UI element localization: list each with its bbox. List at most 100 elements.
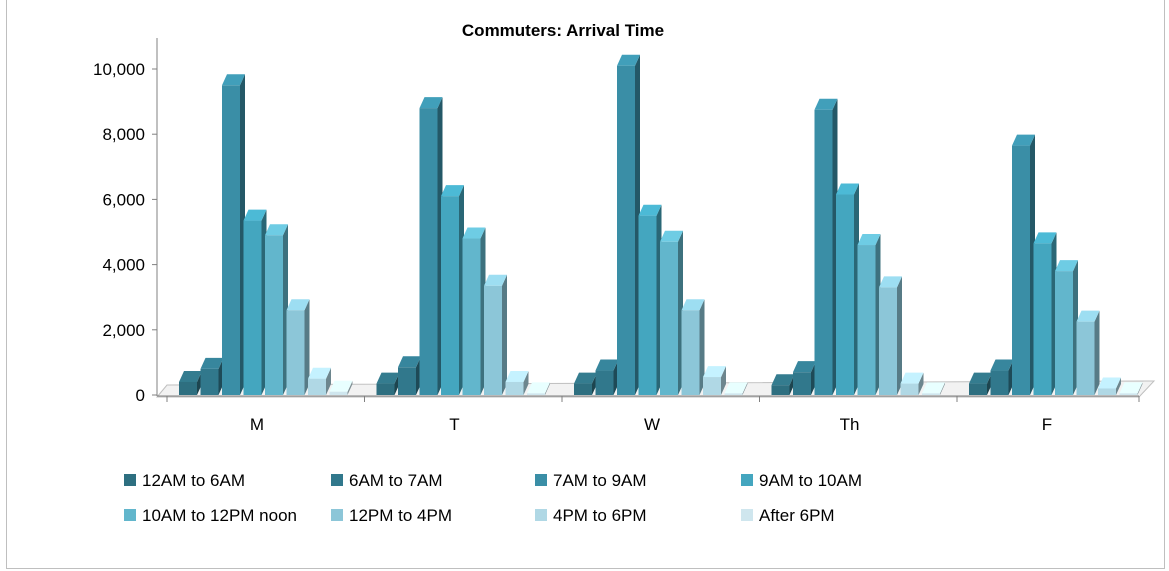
legend-label: 10AM to 12PM noon — [142, 506, 297, 525]
bar-side-face — [1094, 310, 1100, 395]
legend-swatch — [535, 474, 547, 486]
legend-item: After 6PM — [741, 506, 835, 525]
legend-swatch — [535, 509, 547, 521]
bar-top-face — [1076, 310, 1100, 322]
bar-t-2 — [398, 356, 421, 395]
bar-front-face — [879, 287, 897, 395]
bar-w-6 — [681, 299, 705, 395]
bar-front-face — [617, 65, 635, 396]
x-tick-label: W — [644, 415, 660, 434]
bar-front-face — [398, 367, 416, 395]
legend-label: 12AM to 6AM — [142, 471, 245, 490]
legend-swatch — [331, 509, 343, 521]
bar-t-3 — [419, 97, 443, 396]
x-tick-label: F — [1042, 415, 1052, 434]
bar-top-face — [857, 234, 881, 246]
bar-w-7 — [703, 366, 726, 395]
bar-f-6 — [1076, 310, 1100, 395]
bar-m-4 — [243, 209, 267, 395]
legend-swatch — [124, 474, 136, 486]
bar-front-face — [462, 238, 481, 395]
bar-top-face — [462, 227, 486, 239]
bar-m-6 — [286, 299, 310, 395]
bar-front-face — [484, 285, 502, 395]
bar-top-face — [1033, 232, 1057, 244]
bar-front-face — [857, 245, 876, 395]
bar-top-face — [969, 372, 992, 384]
bar-side-face — [523, 370, 529, 395]
bar-w-8 — [724, 382, 748, 395]
bar-side-face — [699, 299, 705, 395]
bar-front-face — [329, 391, 348, 395]
bar-w-4 — [638, 204, 662, 395]
bar-front-face — [505, 381, 524, 395]
legend-label: 4PM to 6PM — [553, 506, 647, 525]
bar-front-face — [308, 378, 326, 395]
bar-top-face — [329, 380, 353, 392]
chart-title: Commuters: Arrival Time — [462, 21, 664, 40]
bar-m-2 — [200, 357, 224, 395]
bar-front-face — [1076, 321, 1095, 395]
bar-top-face — [771, 374, 795, 386]
bar-top-face — [179, 370, 202, 382]
bar-f-7 — [1098, 377, 1121, 395]
legend-item: 4PM to 6PM — [535, 506, 647, 525]
bar-th-3 — [814, 98, 838, 395]
bar-top-face — [286, 299, 310, 311]
bar-th-5 — [857, 234, 881, 395]
bar-front-face — [1098, 388, 1116, 395]
bar-front-face — [1012, 145, 1030, 395]
bar-top-face — [1119, 382, 1143, 394]
bar-top-face — [484, 274, 507, 286]
bar-top-face — [724, 382, 748, 394]
bar-front-face — [793, 372, 811, 395]
bar-th-6 — [879, 276, 902, 395]
bar-m-3 — [222, 74, 245, 396]
bar-front-face — [376, 383, 395, 395]
bar-m-1 — [179, 370, 202, 395]
bar-top-face — [814, 98, 838, 110]
bar-front-face — [1055, 271, 1073, 395]
legend-item: 12AM to 6AM — [124, 471, 245, 490]
bar-top-face — [793, 361, 816, 373]
bar-front-face — [638, 215, 657, 395]
bar-side-face — [897, 276, 902, 395]
bar-top-face — [990, 359, 1014, 371]
bar-front-face — [900, 383, 919, 395]
bar-front-face — [574, 383, 592, 395]
bar-front-face — [595, 370, 614, 395]
chart-frame: Commuters: Arrival Time 0 2,000 4,000 6,000… — [6, 0, 1165, 569]
bar-front-face — [922, 393, 940, 395]
bar-side-face — [502, 274, 507, 395]
legend-swatch — [331, 474, 343, 486]
y-tick-label: 0 — [136, 386, 145, 405]
bar-top-face — [376, 372, 400, 384]
bar-w-3 — [617, 54, 640, 396]
bar-f-2 — [990, 359, 1014, 395]
y-tick-label: 2,000 — [102, 321, 145, 340]
y-tick-label: 6,000 — [102, 190, 145, 209]
bar-front-face — [703, 377, 721, 395]
bar-top-face — [879, 276, 902, 288]
bar-top-face — [1055, 260, 1078, 272]
bar-top-face — [1098, 377, 1121, 389]
bar-top-face — [1012, 134, 1035, 146]
bar-front-face — [265, 235, 283, 395]
bar-m-8 — [329, 380, 353, 395]
bar-front-face — [814, 109, 833, 395]
bar-front-face — [990, 370, 1009, 395]
bar-t-8 — [527, 382, 550, 395]
bar-side-face — [304, 299, 310, 395]
bar-front-face — [243, 220, 262, 395]
bar-f-5 — [1055, 260, 1078, 395]
bar-top-face — [419, 97, 443, 109]
bar-front-face — [771, 385, 790, 395]
bar-front-face — [527, 393, 545, 395]
bar-top-face — [265, 224, 288, 236]
y-tick-label: 4,000 — [102, 256, 145, 275]
bar-top-face — [681, 299, 705, 311]
legend-label: After 6PM — [759, 506, 835, 525]
bar-front-face — [286, 310, 305, 395]
bar-top-face — [922, 382, 945, 394]
bar-f-3 — [1012, 134, 1035, 396]
